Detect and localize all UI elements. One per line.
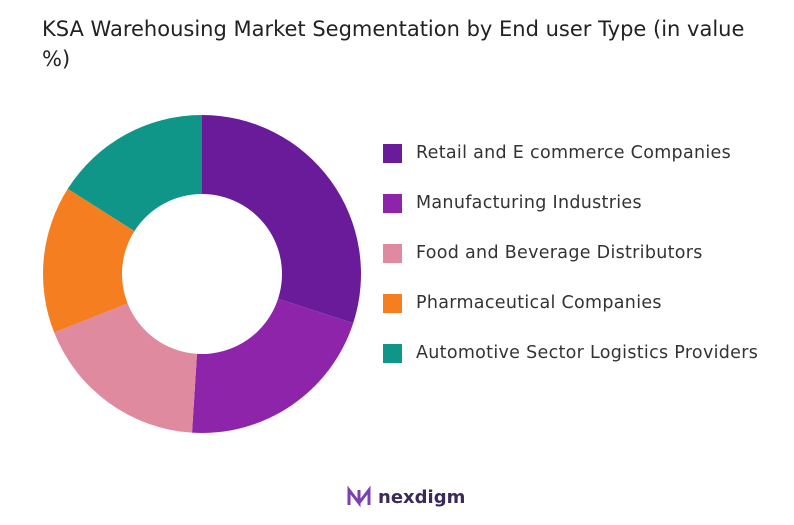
legend-item: Manufacturing Industries (383, 190, 783, 217)
donut-slice (67, 115, 202, 232)
legend-label: Automotive Sector Logistics Providers (416, 343, 759, 363)
brand: nexdigm (346, 486, 465, 508)
donut-slice (202, 115, 361, 324)
donut-slice (42, 188, 135, 333)
legend-swatch (383, 194, 402, 213)
legend-item: Automotive Sector Logistics Providers (383, 340, 783, 367)
legend-swatch (383, 244, 402, 263)
legend-label: Food and Beverage Distributors (416, 243, 703, 263)
brand-logo (347, 486, 371, 508)
donut-slice (192, 298, 354, 433)
brand-name: nexdigm (378, 486, 466, 508)
chart-title: KSA Warehousing Market Segmentation by E… (42, 17, 745, 71)
legend: Retail and E commerce Companies Manufactu… (383, 140, 783, 390)
legend-swatch (383, 144, 402, 163)
legend-item: Food and Beverage Distributors (383, 240, 783, 267)
donut-slice (54, 303, 197, 433)
legend-swatch (383, 344, 402, 363)
legend-item: Retail and E commerce Companies (383, 140, 783, 167)
legend-item: Pharmaceutical Companies (383, 290, 783, 317)
legend-label: Pharmaceutical Companies (416, 293, 662, 313)
legend-label: Retail and E commerce Companies (416, 143, 732, 163)
legend-label: Manufacturing Industries (416, 193, 642, 213)
legend-swatch (383, 294, 402, 313)
